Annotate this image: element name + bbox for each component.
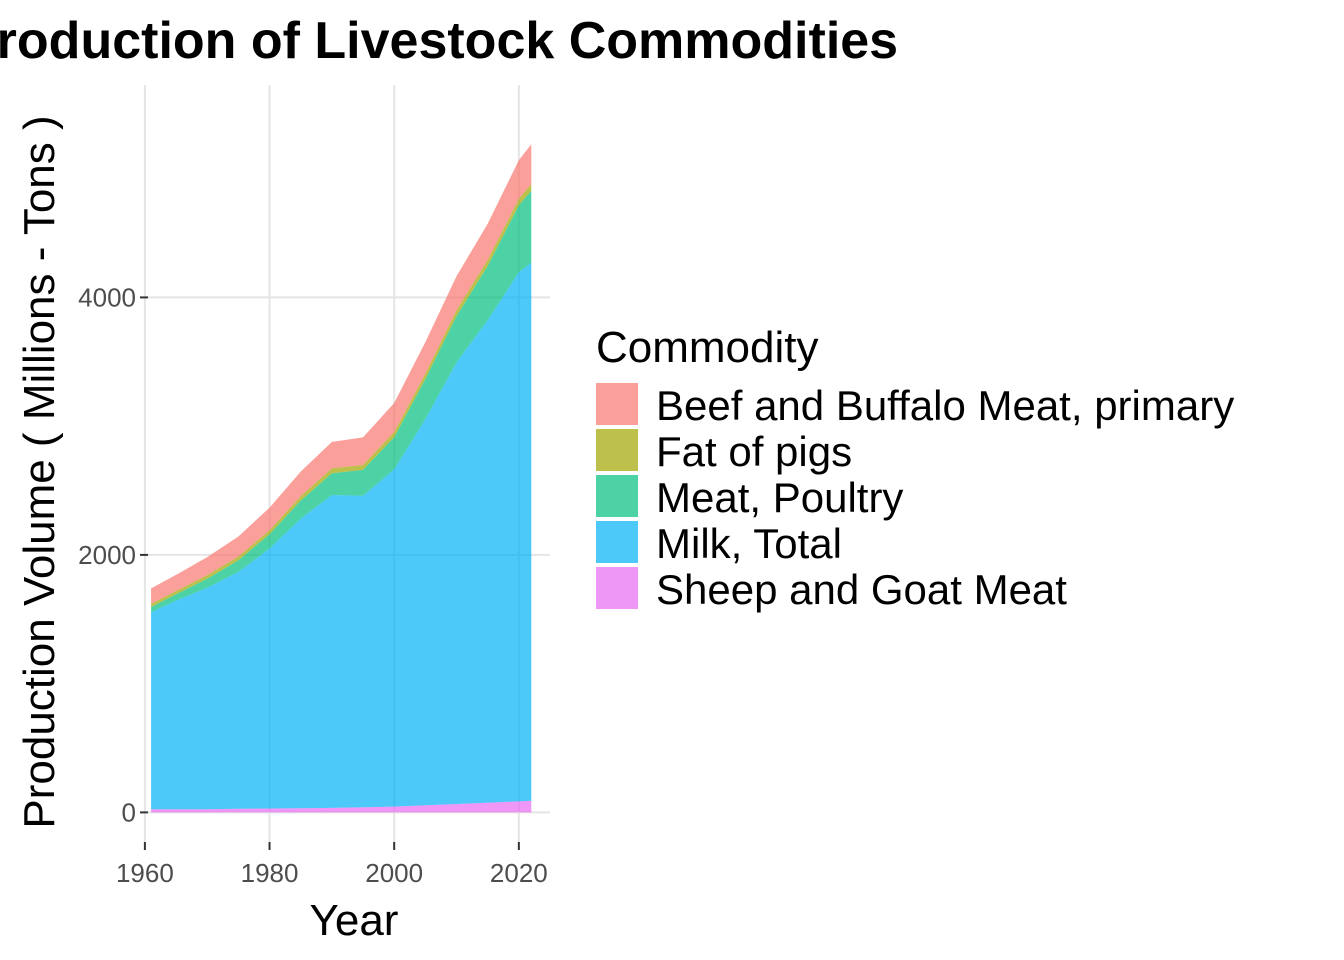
y-axis: 0 2000 4000	[78, 282, 148, 827]
y-axis-title: Production Volume ( Millions - Tons )	[15, 115, 64, 828]
legend-key-sheep-and-goat-meat	[596, 567, 638, 609]
y-tick-label-0: 0	[122, 797, 136, 827]
x-tick-label-1960: 1960	[116, 858, 174, 888]
legend-label-beef-and-buffalo-meat-primary: Beef and Buffalo Meat, primary	[656, 382, 1234, 429]
legend-label-sheep-and-goat-meat: Sheep and Goat Meat	[656, 566, 1067, 613]
y-tick-label-4000: 4000	[78, 282, 136, 312]
x-tick-label-2020: 2020	[490, 858, 548, 888]
legend-key-fat-of-pigs	[596, 429, 638, 471]
x-tick-label-1980: 1980	[241, 858, 299, 888]
legend-key-meat-poultry	[596, 475, 638, 517]
chart-title: Production of Livestock Commodities	[0, 12, 898, 70]
stacked-areas	[151, 144, 532, 813]
legend-label-fat-of-pigs: Fat of pigs	[656, 428, 852, 475]
area-sheep-and-goat-meat	[151, 800, 532, 813]
legend-label-meat-poultry: Meat, Poultry	[656, 474, 903, 521]
legend-label-milk-total: Milk, Total	[656, 520, 842, 567]
legend-key-beef-and-buffalo-meat-primary	[596, 383, 638, 425]
legend-key-milk-total	[596, 521, 638, 563]
x-axis: 1960 1980 2000 2020	[116, 842, 548, 888]
x-tick-label-2000: 2000	[365, 858, 423, 888]
x-axis-title: Year	[310, 896, 399, 945]
area-milk-total	[151, 262, 532, 810]
legend: Commodity Beef and Buffalo Meat, primary…	[596, 323, 1234, 613]
legend-title: Commodity	[596, 323, 819, 372]
y-tick-label-2000: 2000	[78, 540, 136, 570]
